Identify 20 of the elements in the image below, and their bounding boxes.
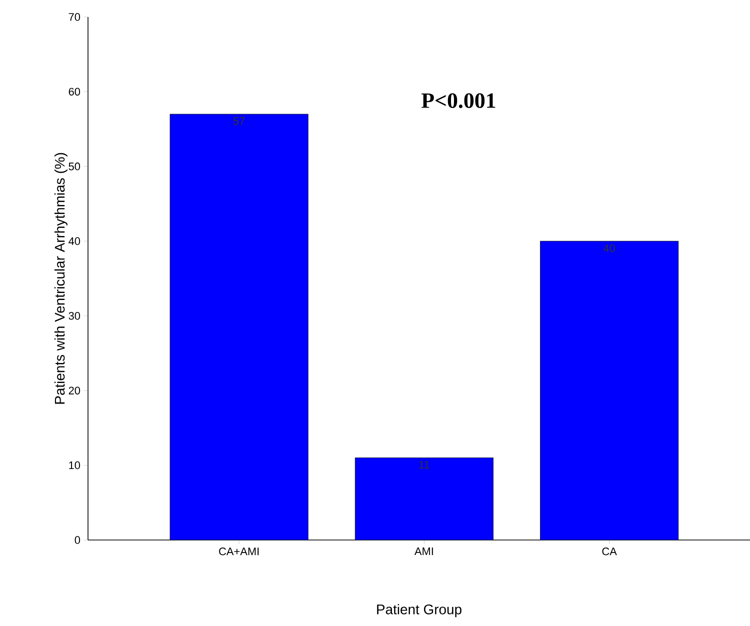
y-tick-label: 70 <box>68 13 80 21</box>
y-tick-label: 10 <box>69 461 80 470</box>
y-axis-title: Patients with Ventricular Arrhythmias (%) <box>54 153 68 404</box>
x-axis-title: Patient Group <box>377 604 462 618</box>
annotation: P<0.001 <box>422 93 496 108</box>
y-tick-label: 30 <box>68 312 80 320</box>
y-tick-label: 50 <box>68 162 80 170</box>
y-tick-label: 40 <box>68 237 80 246</box>
bar <box>354 458 494 540</box>
data-label: 11 <box>419 460 430 469</box>
x-tick-label: AMI <box>414 548 433 556</box>
y-tick-label: 60 <box>68 88 80 96</box>
x-tick-label: CA+AMI <box>219 548 259 556</box>
bar <box>540 240 679 540</box>
y-tick-label: 20 <box>68 386 80 394</box>
data-label: 57 <box>233 117 245 125</box>
x-tick-label: CA <box>602 548 617 556</box>
y-tick-label: 0 <box>74 536 80 544</box>
bar <box>170 114 308 540</box>
data-label: 40 <box>603 244 615 252</box>
